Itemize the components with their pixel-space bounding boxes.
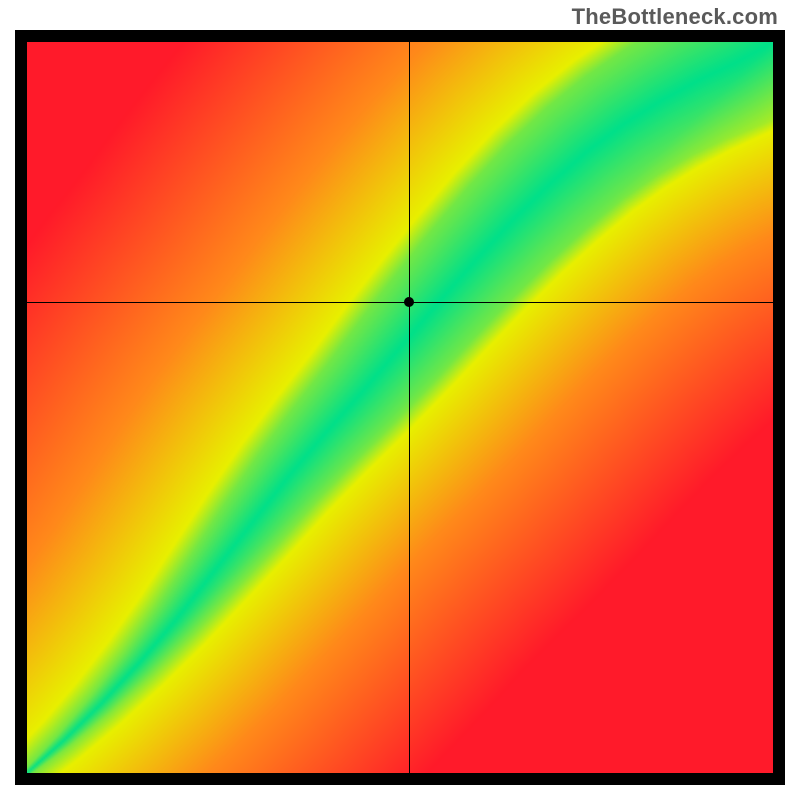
crosshair-vertical	[409, 42, 410, 773]
selection-marker	[404, 297, 414, 307]
watermark: TheBottleneck.com	[572, 4, 778, 30]
bottleneck-heatmap	[27, 42, 773, 773]
chart-frame	[15, 30, 785, 785]
crosshair-horizontal	[27, 302, 773, 303]
